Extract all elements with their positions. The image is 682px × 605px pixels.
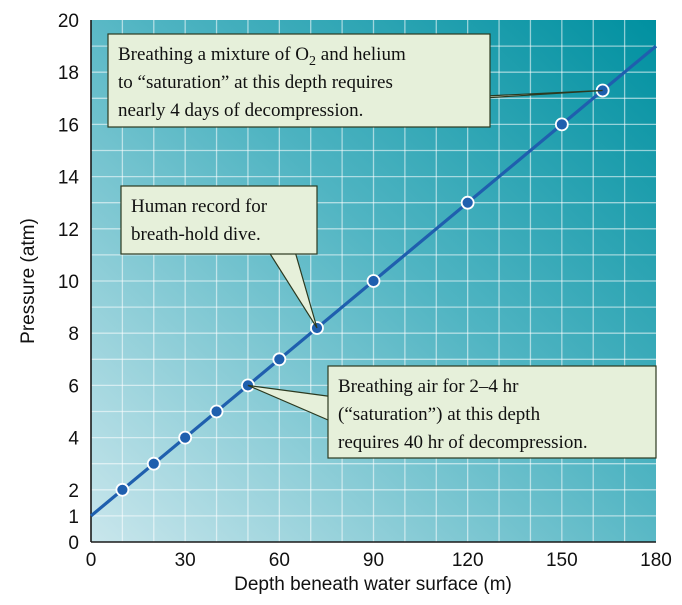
x-tick-label: 30	[175, 550, 196, 571]
data-point	[554, 117, 569, 132]
data-point	[178, 430, 193, 445]
data-point	[366, 274, 381, 288]
data-point	[146, 456, 161, 471]
y-tick-label: 18	[58, 63, 79, 84]
x-tick-label: 0	[86, 550, 97, 571]
x-axis-title: Depth beneath water surface (m)	[234, 574, 512, 595]
y-tick-label: 0	[68, 533, 79, 554]
y-axis-title: Pressure (atm)	[18, 218, 39, 344]
x-tick-label: 150	[546, 550, 578, 571]
data-point	[460, 195, 475, 210]
callout-breath-hold: Human record for breath-hold dive.	[120, 185, 318, 329]
y-tick-label: 2	[68, 481, 79, 502]
callout-text-line: Breathing air for 2–4 hr	[338, 376, 519, 397]
callout-box	[107, 33, 491, 128]
callouts: Breathing a mixture of O2 and helium to “…	[107, 33, 657, 459]
callout-text-line: (“saturation”) at this depth	[338, 404, 541, 425]
callout-seam	[400, 99, 451, 100]
series	[89, 44, 658, 518]
y-tick-label: 20	[58, 11, 79, 32]
x-tick-label: 60	[269, 550, 290, 571]
axes	[90, 20, 656, 543]
y-tick-label: 1	[68, 507, 79, 528]
callout-seam	[342, 398, 343, 426]
callout-text-line: requires 40 hr of decompression.	[338, 432, 588, 453]
callout-text-line: to “saturation” at this depth requires	[118, 72, 393, 93]
callout-helium: Breathing a mixture of O2 and helium to “…	[107, 33, 603, 128]
x-tick-label: 90	[363, 550, 384, 571]
callout-text-line: Human record for	[131, 196, 268, 217]
x-tick-label: 120	[452, 550, 484, 571]
callout-text-run: and helium	[316, 44, 406, 65]
y-tick-label: 12	[58, 220, 79, 241]
x-tick-label: 180	[640, 550, 672, 571]
data-point	[115, 482, 130, 497]
y-tick-label: 16	[58, 115, 79, 136]
y-tick-label: 6	[68, 376, 79, 397]
callout-text-line: breath-hold dive.	[131, 224, 261, 245]
callout-subscript: 2	[309, 54, 316, 69]
y-tick-label: 8	[68, 324, 79, 345]
data-point	[272, 352, 287, 367]
y-tick-label: 4	[68, 429, 79, 450]
callout-box	[120, 185, 318, 255]
callout-text-run: Breathing a mixture of O	[118, 44, 309, 65]
callout-seam	[262, 240, 291, 241]
callout-text-line: nearly 4 days of decompression.	[118, 100, 363, 121]
callout-box	[327, 365, 657, 459]
y-tick-label: 14	[58, 168, 80, 189]
y-tick-label: 10	[58, 272, 79, 293]
callout-text-line: Breathing a mixture of O2 and helium	[118, 44, 406, 69]
data-point	[209, 404, 224, 419]
callout-air: Breathing air for 2–4 hr (“saturation”) a…	[247, 365, 657, 459]
